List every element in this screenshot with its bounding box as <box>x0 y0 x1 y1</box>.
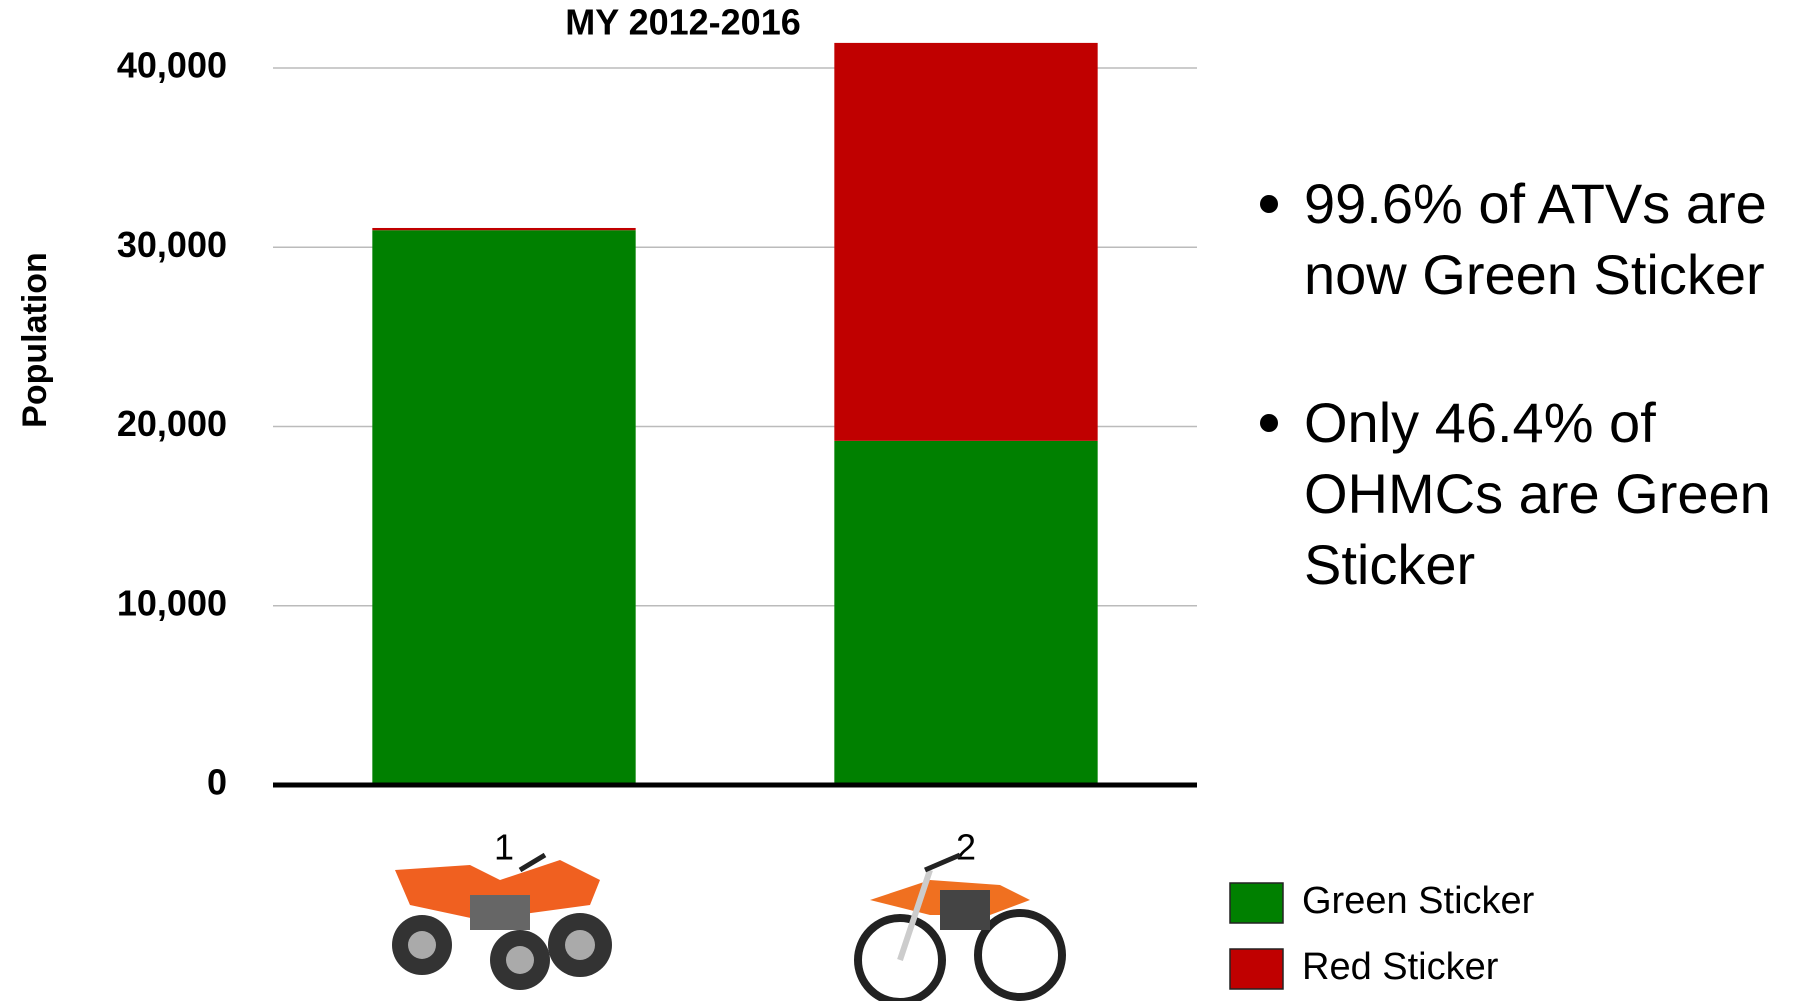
legend-label: Green Sticker <box>1302 880 1535 922</box>
dirt-bike-image <box>858 855 1062 1001</box>
bullet <box>1260 414 1278 432</box>
y-axis-label: Population <box>16 252 54 428</box>
bullet <box>1260 195 1278 213</box>
bar-segment <box>372 228 635 230</box>
y-tick-label: 30,000 <box>117 224 227 265</box>
y-tick-label: 10,000 <box>117 582 227 623</box>
bar-segment <box>834 43 1097 441</box>
legend-label: Red Sticker <box>1302 946 1499 988</box>
page: MY 2012-2016 Population 0 10,000 20,000 30,… <box>0 0 1800 1001</box>
y-tick-label: 40,000 <box>117 45 227 86</box>
y-tick-label: 0 <box>207 762 227 803</box>
annotation-text: OHMCs are Green <box>1304 462 1771 525</box>
bar-segment <box>834 441 1097 785</box>
atv-image <box>392 855 612 990</box>
chart-title: MY 2012-2016 <box>565 2 801 43</box>
annotation-text: Only 46.4% of <box>1304 391 1656 454</box>
legend-swatch <box>1230 949 1283 989</box>
y-tick-label: 20,000 <box>117 403 227 444</box>
legend-swatch <box>1230 883 1283 923</box>
x-tick-label: 2 <box>956 827 976 868</box>
bar-segment <box>372 230 635 785</box>
chart: MY 2012-2016 Population 0 10,000 20,000 30,… <box>0 0 1800 1001</box>
annotation-text: 99.6% of ATVs are <box>1304 172 1767 235</box>
annotation-text: Sticker <box>1304 533 1475 596</box>
annotation-text: now Green Sticker <box>1304 243 1765 306</box>
x-tick-label: 1 <box>494 827 514 868</box>
